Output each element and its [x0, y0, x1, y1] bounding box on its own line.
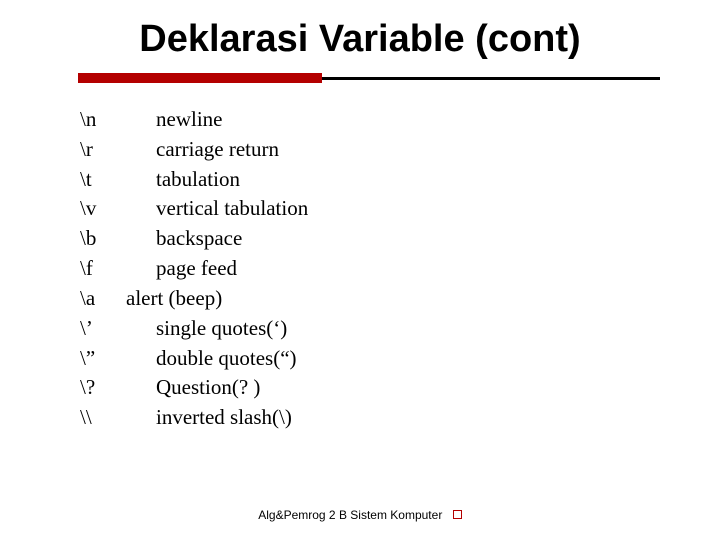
footer-text: Alg&Pemrog 2 B Sistem Komputer — [258, 508, 442, 522]
escape-description: tabulation — [126, 165, 240, 195]
escape-code: \\ — [80, 403, 126, 433]
escape-description: single quotes(‘) — [126, 314, 287, 344]
escape-description: vertical tabulation — [126, 194, 308, 224]
list-item: \rcarriage return — [80, 135, 720, 165]
escape-description: inverted slash(\) — [126, 403, 292, 433]
escape-code: \’ — [80, 314, 126, 344]
list-item: \aalert (beep) — [80, 284, 720, 314]
escape-code: \? — [80, 373, 126, 403]
title-rule — [78, 73, 660, 83]
slide-footer: Alg&Pemrog 2 B Sistem Komputer — [0, 506, 720, 524]
escape-description: Question(? ) — [126, 373, 260, 403]
list-item: \’single quotes(‘) — [80, 314, 720, 344]
escape-code: \n — [80, 105, 126, 135]
footer-square-icon — [453, 510, 462, 519]
list-item: \\inverted slash(\) — [80, 403, 720, 433]
escape-description: newline — [126, 105, 222, 135]
escape-code: \f — [80, 254, 126, 284]
list-item: \?Question(? ) — [80, 373, 720, 403]
escape-description: carriage return — [126, 135, 279, 165]
slide-title: Deklarasi Variable (cont) — [0, 0, 720, 73]
list-item: \fpage feed — [80, 254, 720, 284]
escape-code: \b — [80, 224, 126, 254]
escape-description: alert (beep) — [126, 284, 222, 314]
list-item: \”double quotes(“) — [80, 344, 720, 374]
title-rule-red — [78, 73, 322, 83]
escape-sequence-list: \nnewline\rcarriage return\ttabulation\v… — [0, 83, 720, 433]
escape-code: \a — [80, 284, 126, 314]
list-item: \nnewline — [80, 105, 720, 135]
escape-description: backspace — [126, 224, 242, 254]
escape-description: page feed — [126, 254, 237, 284]
escape-description: double quotes(“) — [126, 344, 297, 374]
list-item: \ttabulation — [80, 165, 720, 195]
escape-code: \v — [80, 194, 126, 224]
list-item: \vvertical tabulation — [80, 194, 720, 224]
list-item: \bbackspace — [80, 224, 720, 254]
escape-code: \r — [80, 135, 126, 165]
escape-code: \” — [80, 344, 126, 374]
escape-code: \t — [80, 165, 126, 195]
